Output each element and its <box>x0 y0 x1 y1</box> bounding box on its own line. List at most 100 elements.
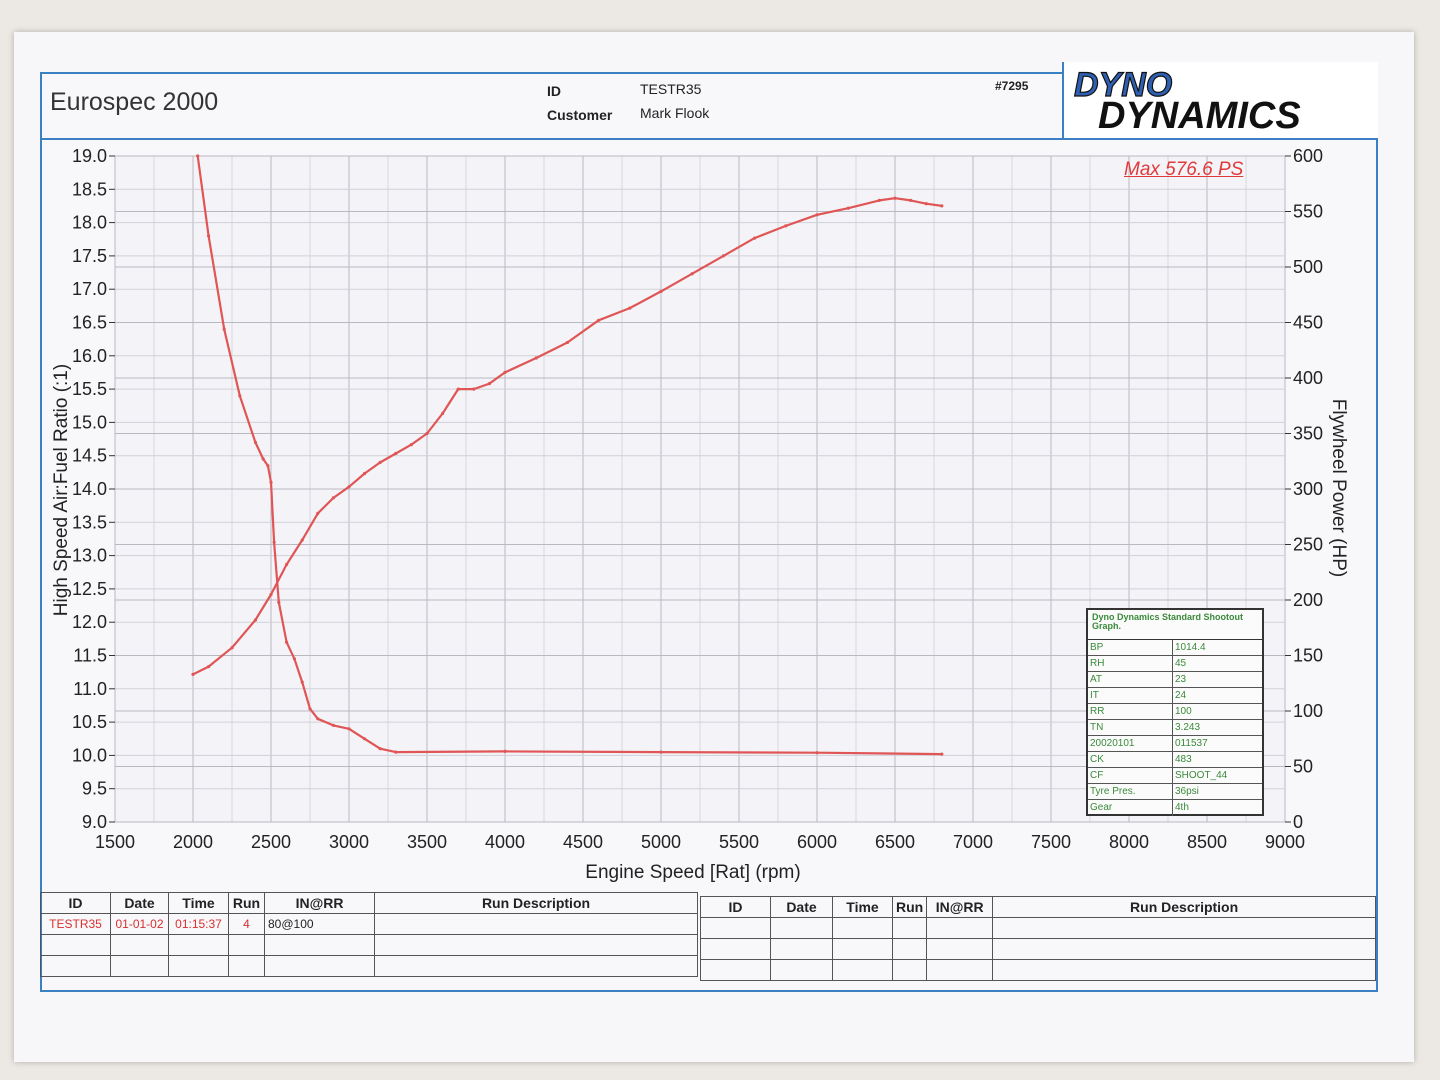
x-tick-label: 4500 <box>563 832 603 852</box>
y-left-axis-title: High Speed Air:Fuel Ratio (:1) <box>51 364 72 616</box>
y-left-tick-label: 11.5 <box>73 646 107 666</box>
standard-box-key: RR <box>1088 704 1173 719</box>
series-point <box>238 394 242 398</box>
series-point <box>363 737 367 741</box>
series-point <box>230 646 234 650</box>
x-ticks: 1500 2000 2500 3000 3500 4000 4500 5000 5500 6000… <box>95 832 1305 852</box>
run-table-header: IN@RR <box>264 892 375 914</box>
series-point <box>285 640 289 644</box>
series-point <box>331 496 335 500</box>
series-point <box>316 717 320 721</box>
y-left-tick-label: 9.0 <box>82 812 107 832</box>
header-bar <box>42 74 1376 140</box>
series-point <box>924 202 928 206</box>
y-left-tick-label: 12.5 <box>72 579 107 599</box>
dyno-dynamics-logo: DYNO DYNAMICS <box>1062 62 1378 138</box>
series-point <box>659 289 663 293</box>
series-point <box>456 387 460 391</box>
id-value: TESTR35 <box>640 81 702 97</box>
y-right-tick-label: 200 <box>1293 590 1323 610</box>
y-left-tick-label: 14.0 <box>72 479 107 499</box>
standard-box-row: CF SHOOT_44 <box>1088 768 1262 784</box>
series-point <box>409 443 413 447</box>
series-point <box>893 196 897 200</box>
run-table-header: Date <box>770 896 833 918</box>
series-point <box>191 672 195 677</box>
series-point <box>207 665 211 669</box>
standard-box-value: 3.243 <box>1175 722 1201 733</box>
series-point <box>394 750 398 754</box>
series-point <box>253 618 257 622</box>
run-table-header: Time <box>168 892 229 914</box>
run-table-cell: TESTR35 <box>40 913 111 935</box>
run-table-header: Run <box>228 892 265 914</box>
standard-box-key: CF <box>1088 768 1173 783</box>
run-table-header: IN@RR <box>926 896 994 918</box>
series-point <box>597 318 601 322</box>
standard-box-value: SHOOT_44 <box>1175 770 1228 781</box>
y-left-tick-label: 10.0 <box>72 745 107 765</box>
y-left-tick-label: 14.5 <box>72 446 107 466</box>
standard-box-key: CK <box>1088 752 1173 767</box>
x-tick-label: 8000 <box>1109 832 1149 852</box>
series-point <box>378 460 382 464</box>
y-left-tick-label: 13.5 <box>72 512 107 532</box>
run-table-cell: 80@100 <box>264 913 375 935</box>
series-point <box>503 749 507 754</box>
y-left-tick-label: 12.0 <box>72 612 107 632</box>
y-left-ticks: 9.0 9.5 10.0 10.5 11.0 11.5 12.0 12.5 13.0 13.5 14… <box>72 146 115 832</box>
series-point <box>565 340 570 345</box>
series-point <box>503 370 507 374</box>
series-point <box>347 485 351 489</box>
y-right-tick-label: 350 <box>1293 424 1323 444</box>
standard-box-key: Gear <box>1088 800 1173 816</box>
y-left-tick-label: 15.0 <box>72 412 107 432</box>
series-point <box>363 471 367 476</box>
standard-box-value: 36psi <box>1175 786 1199 797</box>
y-left-tick-label: 10.5 <box>72 712 107 732</box>
y-right-tick-label: 550 <box>1293 202 1323 222</box>
series-point <box>815 751 819 755</box>
series-point <box>690 272 694 276</box>
series-point <box>534 356 538 360</box>
series-point <box>253 440 257 444</box>
y-right-ticks: 0 50 100 150 200 250 300 350 400 450 500 550 600 <box>1285 146 1323 832</box>
customer-label: Customer <box>547 107 613 123</box>
x-tick-label: 4000 <box>485 832 525 852</box>
standard-box-row: CK 483 <box>1088 752 1262 768</box>
run-table-left: ID Date Time Run IN@RR Run Description TESTR3… <box>40 892 698 977</box>
y-left-tick-label: 11.0 <box>73 679 107 699</box>
standard-box-key: TN <box>1088 720 1173 735</box>
series-point <box>331 723 335 728</box>
series-point <box>347 727 351 731</box>
run-table-header: ID <box>700 896 771 918</box>
run-table: ID Date Time Run IN@RR Run Description TESTR3… <box>40 892 1378 990</box>
series-point <box>308 707 312 711</box>
logo-line1: DYNO <box>1074 66 1172 104</box>
series-point <box>441 411 445 416</box>
standard-box-value: 100 <box>1175 706 1192 717</box>
series <box>191 154 944 756</box>
series-point <box>753 236 757 240</box>
x-tick-label: 3500 <box>407 832 447 852</box>
run-table-cell: 01:15:37 <box>168 913 229 935</box>
standard-box-row: RH 45 <box>1088 656 1262 672</box>
standard-box-key: IT <box>1088 688 1173 703</box>
standard-box-row: IT 24 <box>1088 688 1262 704</box>
series-point <box>721 254 726 258</box>
series-point <box>285 562 289 567</box>
series-point <box>472 387 476 391</box>
standard-box-value: 4th <box>1175 802 1189 813</box>
run-table-header: Time <box>832 896 893 918</box>
series-point <box>300 538 304 542</box>
standard-box-row: AT 23 <box>1088 672 1262 688</box>
standard-box-value: 011537 <box>1175 738 1208 749</box>
series-point <box>222 327 226 331</box>
standard-box-value: 1014.4 <box>1175 642 1206 653</box>
standard-box-title: Dyno Dynamics Standard Shootout Graph. <box>1088 610 1262 640</box>
logo-graphic: DYNO DYNAMICS <box>1073 65 1300 137</box>
run-table-header: Date <box>110 892 169 914</box>
standard-box-value: 23 <box>1175 674 1187 685</box>
standard-box-rows: BP 1014.4 RH 45 AT 23 IT 24 RR 100 TN 3.243 20020101… <box>1088 640 1262 816</box>
series-point <box>277 600 281 604</box>
